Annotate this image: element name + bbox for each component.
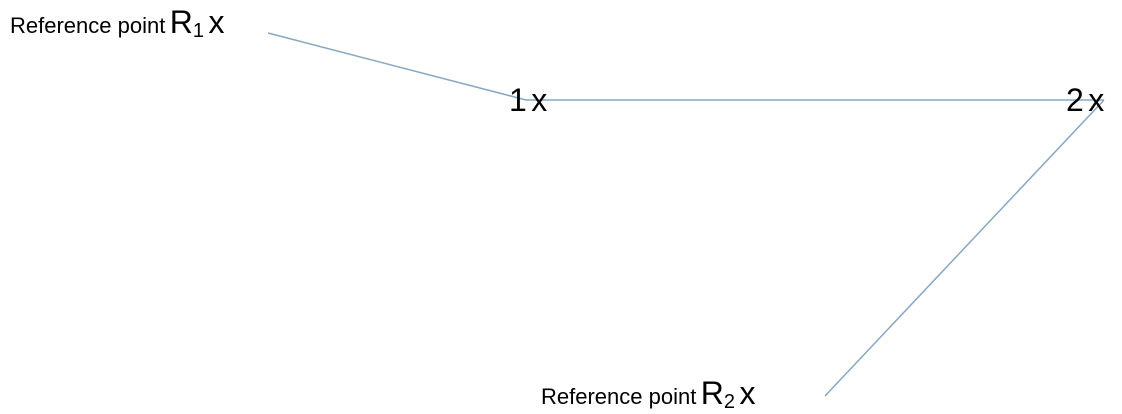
reference-point-r1-mark: x bbox=[208, 4, 225, 40]
reference-point-r2-label: Reference point R2 x bbox=[541, 377, 755, 412]
point-1-label: 1 x bbox=[509, 84, 547, 116]
reference-point-r1-letter: R bbox=[169, 4, 193, 40]
reference-point-r1-label: Reference point R1 x bbox=[10, 6, 224, 41]
point-1-mark: x bbox=[531, 82, 548, 118]
reference-point-r1-subscript: 1 bbox=[192, 20, 205, 42]
point-2-label: 2 x bbox=[1066, 84, 1104, 116]
reference-point-r2-mark: x bbox=[739, 375, 756, 411]
point-1-number: 1 bbox=[509, 82, 527, 118]
line-point-2-to-r2 bbox=[824, 99, 1105, 397]
point-2-number: 2 bbox=[1066, 82, 1084, 118]
line-r1-to-point-1 bbox=[267, 32, 527, 101]
point-2-mark: x bbox=[1088, 82, 1105, 118]
reference-point-r1-prefix: Reference point bbox=[10, 13, 166, 38]
reference-point-r2-prefix: Reference point bbox=[541, 384, 697, 409]
reference-point-r2-letter: R bbox=[700, 375, 724, 411]
reference-point-r2-subscript: 2 bbox=[723, 391, 736, 413]
